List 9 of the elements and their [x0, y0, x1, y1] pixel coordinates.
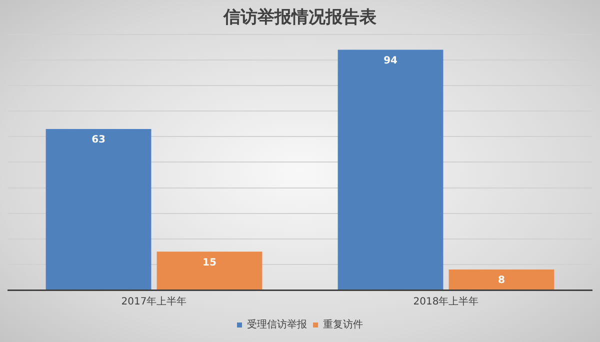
data-label: 8 — [498, 275, 505, 286]
data-label: 15 — [202, 257, 216, 268]
x-tick-label: 2017年上半年 — [121, 296, 187, 308]
data-label: 94 — [384, 55, 398, 66]
legend-label: 受理信访举报 — [247, 318, 307, 331]
legend-label: 重复访件 — [323, 318, 363, 331]
data-label: 63 — [92, 134, 106, 146]
x-tick-label: 2018年上半年 — [413, 296, 479, 308]
chart-title: 信访举报情况报告表 — [222, 8, 378, 28]
